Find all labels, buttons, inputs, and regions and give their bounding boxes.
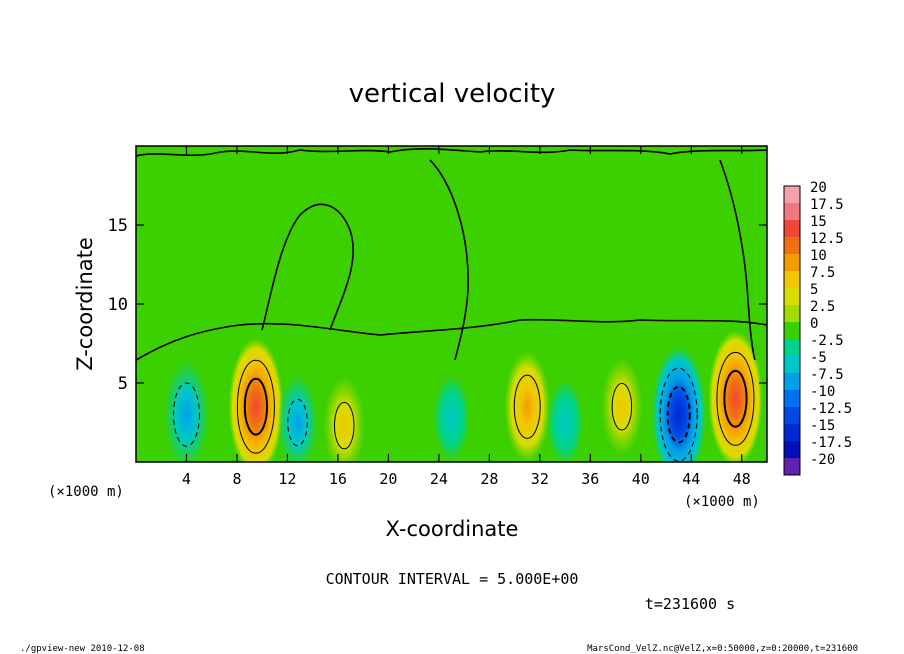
x-unit-label-right: (×1000 m)	[684, 494, 760, 510]
colorbar: 2017.51512.5107.552.50-2.5-5-7.5-10-12.5…	[783, 180, 852, 476]
x-tick-label: 8	[232, 470, 241, 488]
x-tick-label: 12	[278, 470, 296, 488]
updraft-contour	[611, 382, 633, 431]
colorbar-swatch	[784, 390, 800, 407]
x-tick-label: 36	[581, 470, 599, 488]
y-tick-label: 5	[118, 374, 128, 394]
downdraft-contour	[659, 367, 698, 462]
colorbar-swatch	[784, 254, 800, 271]
colorbar-label: 10	[810, 248, 827, 264]
downdraft-cell	[546, 380, 584, 462]
colorbar-swatch	[784, 441, 800, 458]
colorbar-label: 20	[810, 180, 827, 196]
colorbar-label: -5	[810, 350, 827, 366]
updraft-contour	[716, 351, 755, 446]
zero-contour-column	[429, 159, 469, 361]
downdraft-cell	[651, 346, 706, 462]
zero-contours	[136, 148, 767, 361]
colorbar-label: -15	[810, 418, 835, 434]
colorbar-swatch	[784, 271, 800, 288]
footer-left: ./gpview-new 2010-12-08	[20, 644, 145, 654]
x-axis: 4 8 12 16 20 24 28 32 36 40 44 48	[182, 146, 751, 488]
updraft-contour	[333, 401, 355, 450]
footer-right: MarsCond_VelZ.nc@VelZ,x=0:50000,z=0:2000…	[587, 644, 858, 654]
x-tick-label: 16	[329, 470, 347, 488]
colorbar-label: 7.5	[810, 265, 835, 281]
colorbar-frame	[783, 185, 801, 476]
x-axis-label: X-coordinate	[386, 517, 519, 541]
downdraft-cell	[163, 359, 210, 462]
x-tick-label: 32	[531, 470, 549, 488]
downdraft-contour	[666, 385, 691, 444]
colorbar-swatch	[784, 237, 800, 254]
downdraft-contour	[173, 382, 200, 447]
x-tick-label: 4	[182, 470, 191, 488]
colorbar-swatch	[784, 373, 800, 390]
colorbar-swatch	[784, 339, 800, 356]
chart-title: vertical velocity	[349, 79, 556, 109]
zero-contour-upper	[136, 148, 767, 157]
colorbar-label: -20	[810, 452, 835, 468]
updraft-contour	[723, 369, 748, 428]
updraft-contour	[243, 377, 268, 436]
colorbar-swatch	[784, 203, 800, 220]
downdraft-cell	[277, 373, 319, 462]
updraft-cell	[601, 357, 643, 456]
colorbar-swatch	[784, 458, 800, 475]
colorbar-label: 5	[810, 282, 818, 298]
updraft-cell	[323, 376, 365, 462]
downdraft-cell	[433, 375, 470, 461]
x-tick-label: 28	[480, 470, 498, 488]
colorbar-swatch	[784, 288, 800, 305]
colorbar-swatch	[784, 186, 800, 203]
y-axis: 5 10 15	[108, 216, 767, 394]
downdraft-contour	[287, 398, 308, 447]
x-unit-label-left: (×1000 m)	[48, 484, 124, 500]
updraft-cell	[228, 338, 284, 462]
colorbar-label: -17.5	[810, 435, 852, 451]
colorbar-label: 17.5	[810, 197, 844, 213]
updraft-cell	[504, 351, 550, 462]
updraft-cell	[708, 330, 763, 462]
colorbar-label: 12.5	[810, 231, 844, 247]
time-text: t=231600 s	[645, 595, 735, 613]
colorbar-label: -12.5	[810, 401, 852, 417]
x-tick-label: 24	[430, 470, 448, 488]
colorbar-swatch	[784, 424, 800, 441]
updraft-contour	[236, 359, 275, 454]
colorbar-label: -10	[810, 384, 835, 400]
velocity-field	[163, 330, 763, 462]
colorbar-swatch	[784, 356, 800, 373]
contour-interval-text: CONTOUR INTERVAL = 5.000E+00	[326, 570, 579, 588]
x-tick-label: 48	[733, 470, 751, 488]
colorbar-swatch	[784, 407, 800, 424]
colorbar-label: 15	[810, 214, 827, 230]
x-tick-label: 44	[682, 470, 700, 488]
x-tick-label: 20	[379, 470, 397, 488]
zero-contour-plume	[261, 203, 354, 331]
updraft-contour	[513, 374, 541, 439]
colorbar-swatch	[784, 322, 800, 339]
colorbar-label: 0	[810, 316, 818, 332]
y-tick-label: 15	[108, 216, 128, 236]
y-axis-label: Z-coordinate	[73, 237, 97, 371]
x-tick-label: 40	[632, 470, 650, 488]
colorbar-swatch	[784, 305, 800, 322]
zero-contour-low	[136, 318, 767, 361]
colorbar-label: 2.5	[810, 299, 835, 315]
zero-contour-right	[719, 159, 756, 361]
colorbar-label: -2.5	[810, 333, 844, 349]
y-tick-label: 10	[108, 295, 128, 315]
colorbar-swatch	[784, 220, 800, 237]
colorbar-label: -7.5	[810, 367, 844, 383]
